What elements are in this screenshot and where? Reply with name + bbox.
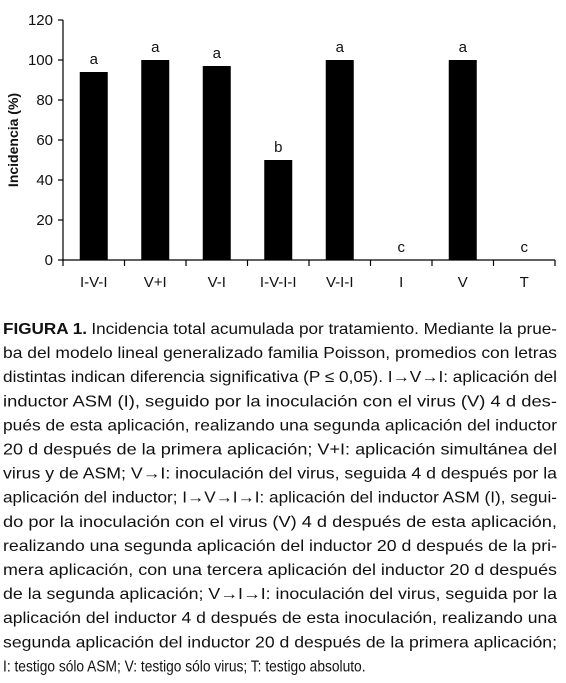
y-tick-label: 0 (45, 252, 53, 269)
y-tick-label: 120 (28, 12, 53, 29)
caption-line: segunda aplicación del inductor 20 d des… (3, 634, 557, 651)
caption-line: I: testigo sólo ASM; V: testigo sólo vir… (3, 658, 366, 675)
caption-line: FIGURA 1. Incidencia total acumulada por … (3, 321, 557, 338)
caption-text: virus y de ASM; V→I: inoculación del vir… (3, 466, 557, 483)
caption-line: mera aplicación, con una tercera aplicac… (3, 562, 557, 579)
x-tick-label: T (520, 274, 529, 291)
x-tick-label: V-I (208, 274, 226, 291)
y-tick-label: 40 (36, 172, 53, 189)
x-tick-label: I (399, 274, 403, 291)
letter-label: a (90, 51, 99, 68)
letter-label: a (459, 39, 468, 56)
caption-text: de la segunda aplicación; V→I→I: inocula… (3, 586, 557, 603)
caption-line: virus y de ASM; V→I: inoculación del vir… (3, 466, 557, 483)
caption-text: segunda aplicación del inductor 20 d des… (3, 634, 557, 651)
letter-label: a (336, 39, 345, 56)
letter-label: a (151, 39, 160, 56)
bar (264, 160, 293, 260)
caption-text: pués de esta aplicación, realizando una … (3, 417, 558, 434)
letter-label: c (521, 239, 529, 256)
bar (448, 60, 477, 260)
caption-line: pués de esta aplicación, realizando una … (3, 417, 558, 434)
caption-line: distintas indican diferencia significati… (3, 369, 557, 386)
caption-label: FIGURA 1. (3, 321, 87, 338)
bar (141, 60, 170, 260)
bar (79, 72, 108, 260)
caption-line: ba del modelo lineal generalizado famili… (3, 345, 557, 362)
caption-text: mera aplicación, con una tercera aplicac… (3, 562, 557, 579)
caption-text: I: testigo sólo ASM; V: testigo sólo vir… (3, 658, 366, 675)
letter-label: a (213, 45, 222, 62)
y-tick-label: 20 (36, 212, 53, 229)
caption-line: aplicación del inductor 4 d después de e… (3, 610, 557, 627)
caption-line: de la segunda aplicación; V→I→I: inocula… (3, 586, 557, 603)
caption-text: aplicación del inductor 4 d después de e… (3, 610, 557, 627)
caption-text: realizando una segunda aplicación del in… (3, 538, 557, 555)
caption-text: distintas indican diferencia significati… (3, 369, 557, 386)
x-tick-label: V+I (144, 274, 167, 291)
caption-line: inductor ASM (I), seguido por la inocula… (3, 393, 557, 410)
letter-label: b (274, 139, 282, 156)
caption-line: aplicación del inductor; I→V→I→I: aplica… (3, 490, 557, 507)
caption-text: aplicación del inductor; I→V→I→I: aplica… (3, 490, 557, 507)
caption-text: Incidencia total acumulada por tratamien… (91, 321, 557, 338)
caption-line: 20 d después de la primera aplicación; V… (3, 442, 557, 459)
bar (202, 66, 231, 260)
caption-text: 20 d después de la primera aplicación; V… (3, 442, 557, 459)
x-tick-label: I-V-I-I (260, 274, 297, 291)
y-tick-label: 80 (36, 92, 53, 109)
y-axis-label: Incidencia (%) (5, 93, 21, 187)
caption-text: inductor ASM (I), seguido por la inocula… (3, 393, 557, 410)
y-tick-label: 100 (28, 52, 53, 69)
bar (325, 60, 354, 260)
caption-text: ba del modelo lineal generalizado famili… (3, 345, 557, 362)
y-tick-label: 60 (36, 132, 53, 149)
caption-line: do por la inoculación con el virus (V) 4… (3, 514, 557, 531)
x-tick-label: I-V-I (80, 274, 108, 291)
letter-label: c (398, 239, 406, 256)
caption-line: realizando una segunda aplicación del in… (3, 538, 557, 555)
x-tick-label: V-I-I (326, 274, 354, 291)
x-tick-label: V (458, 274, 468, 291)
caption-text: do por la inoculación con el virus (V) 4… (3, 514, 557, 531)
